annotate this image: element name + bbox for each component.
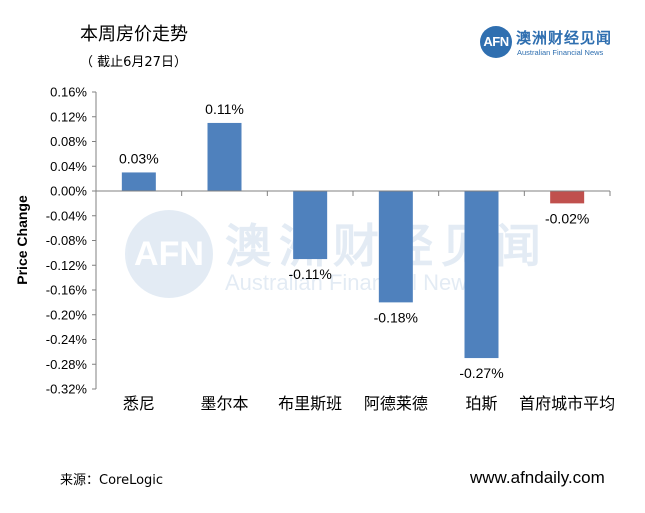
data-label: -0.18% — [374, 309, 418, 325]
data-label: -0.02% — [545, 210, 589, 226]
bar — [378, 191, 413, 303]
y-tick-label: -0.20% — [46, 307, 88, 322]
data-label: -0.11% — [289, 266, 332, 282]
bar — [464, 191, 499, 359]
axes — [95, 92, 611, 389]
x-category-label: 珀斯 — [465, 394, 497, 413]
bar — [207, 122, 242, 191]
y-tick-label: 0.08% — [50, 134, 87, 149]
x-axis-labels: 悉尼 墨尔本 布里斯班 阿德莱德 珀斯 首府城市平均 — [123, 394, 615, 413]
chart-title: 本周房价走势 — [80, 24, 188, 45]
x-category-label: 阿德莱德 — [364, 394, 428, 413]
website-url[interactable]: www.afndaily.com — [470, 468, 605, 487]
y-tick-label: -0.32% — [46, 382, 88, 397]
afn-logo-name-cn: 澳洲财经见闻 — [516, 29, 613, 47]
data-label: -0.27% — [459, 365, 503, 381]
y-tick-label: 0.00% — [50, 184, 87, 199]
bar — [550, 191, 585, 204]
data-labels: 0.03% 0.11% -0.11% -0.18% -0.27% -0.02% — [119, 101, 589, 381]
x-category-label: 布里斯班 — [278, 394, 342, 413]
y-tick-label: 0.12% — [50, 109, 87, 124]
y-tick-label: -0.28% — [46, 357, 88, 372]
bars — [121, 122, 585, 359]
afn-logo-mark: AFN — [480, 26, 512, 58]
y-tick-label: 0.16% — [50, 85, 87, 100]
chart-subtitle: （ 截止6月27日） — [80, 55, 187, 70]
afn-logo: AFN 澳洲财经见闻 Australian Financial News — [480, 26, 630, 60]
source-note: 来源：CoreLogic — [60, 473, 164, 488]
bar — [293, 191, 328, 260]
afn-logo-name-en: Australian Financial News — [517, 48, 604, 57]
y-tick-label: -0.24% — [46, 332, 88, 347]
data-label: 0.11% — [205, 101, 244, 117]
y-tick-label: -0.12% — [46, 258, 88, 273]
y-tick-label: 0.04% — [50, 159, 87, 174]
x-category-label: 首府城市平均 — [519, 394, 615, 413]
x-category-label: 悉尼 — [123, 394, 155, 413]
y-tick-label: -0.16% — [46, 283, 88, 298]
y-tick-label: -0.08% — [46, 233, 88, 248]
y-tick-label: -0.04% — [46, 208, 88, 223]
y-axis-label: Price Change — [14, 195, 30, 285]
data-label: 0.03% — [119, 150, 159, 166]
x-category-label: 墨尔本 — [200, 394, 248, 413]
y-axis-ticks: 0.16% 0.12% 0.08% 0.04% 0.00% -0.04% -0.08% -0.… — [46, 85, 96, 397]
bar — [121, 172, 156, 191]
